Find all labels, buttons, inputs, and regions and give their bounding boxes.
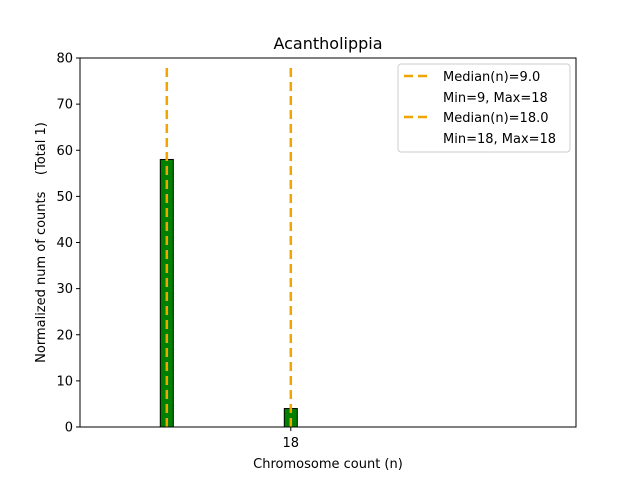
plot-area [80, 63, 366, 428]
y-tick-label: 30 [56, 282, 73, 297]
x-axis: 18 [283, 427, 300, 451]
x-tick-label: 18 [283, 436, 300, 451]
y-axis-label: Normalized num of counts (Total 1) [34, 122, 49, 363]
y-tick-label: 60 [56, 144, 73, 159]
y-tick-label: 80 [56, 52, 73, 67]
y-tick-label: 50 [56, 190, 73, 205]
legend-label: Median(n)=9.0 [443, 70, 540, 85]
y-tick-label: 0 [65, 421, 73, 436]
y-tick-label: 40 [56, 236, 73, 251]
legend: Median(n)=9.0 Min=9, Max=18 Median(n)=18.0… [397, 63, 571, 153]
y-tick-label: 10 [56, 374, 73, 389]
y-tick-label: 70 [56, 98, 73, 113]
legend-box [397, 63, 571, 153]
legend-label: Median(n)=18.0 [443, 111, 549, 126]
legend-sublabel: Min=18, Max=18 [443, 132, 556, 147]
legend-sublabel: Min=9, Max=18 [443, 91, 548, 106]
chart-title: Acantholippia [273, 34, 382, 53]
y-axis: 0 10 20 30 40 50 60 70 80 [56, 52, 80, 436]
y-tick-label: 20 [56, 328, 73, 343]
x-axis-label: Chromosome count (n) [253, 457, 403, 472]
